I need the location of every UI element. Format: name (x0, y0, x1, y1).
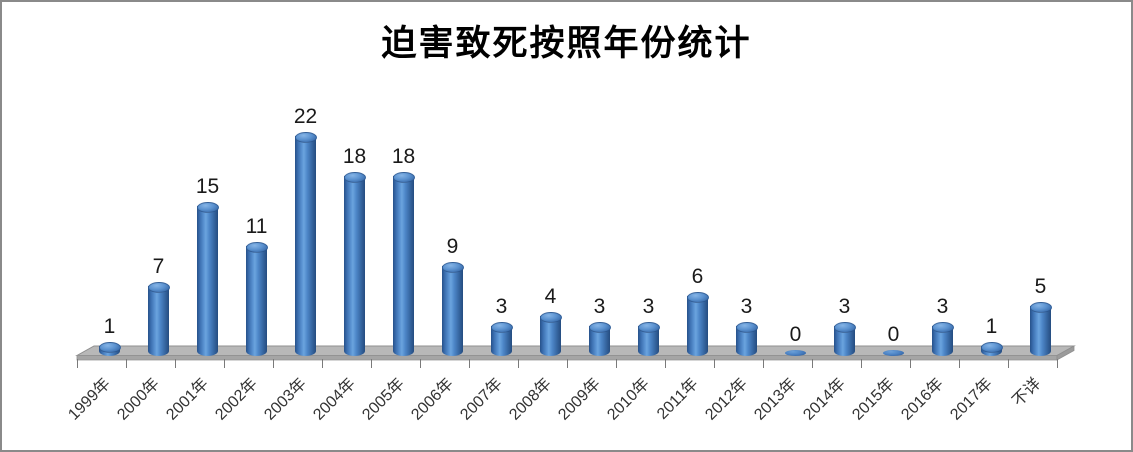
axis-tick (1057, 359, 1058, 368)
cylinder-bar (931, 321, 954, 356)
data-label: 3 (740, 295, 753, 318)
data-label: 7 (152, 255, 165, 278)
axis-tick (420, 359, 421, 368)
chart-title: 迫害致死按照年份统计 (381, 24, 752, 63)
axis-tick (469, 359, 470, 368)
data-label: 0 (789, 323, 802, 346)
cylinder-bar (392, 171, 415, 356)
axis-tick (812, 359, 813, 368)
cylinder-bar (833, 321, 856, 356)
cylinder-cap (686, 291, 709, 303)
cylinder-bar (441, 261, 464, 356)
data-label: 15 (195, 175, 220, 198)
cylinder-cap (98, 341, 121, 353)
cylinder-cap (392, 171, 415, 183)
cylinder-cap (637, 321, 660, 333)
data-label: 18 (391, 145, 416, 168)
cylinder-cap (490, 321, 513, 333)
cylinder-bar (735, 321, 758, 356)
axis-tick (322, 359, 323, 368)
cylinder-bar (294, 131, 317, 356)
data-label: 3 (936, 295, 949, 318)
axis-tick (959, 359, 960, 368)
cylinder-bar (980, 341, 1003, 356)
cylinder-bar (196, 201, 219, 356)
data-label: 4 (544, 285, 557, 308)
axis-tick (273, 359, 274, 368)
cylinder-cap (343, 171, 366, 183)
cylinder-cap (735, 321, 758, 333)
cylinder-cap (441, 261, 464, 273)
axis-tick (763, 359, 764, 368)
axis-tick (910, 359, 911, 368)
cylinder-cap (539, 311, 562, 323)
axis-tick (126, 359, 127, 368)
data-label: 3 (495, 295, 508, 318)
cylinder-cap (833, 321, 856, 333)
cylinder-cap (1029, 301, 1052, 313)
cylinder-cap (931, 321, 954, 333)
axis-tick (665, 359, 666, 368)
data-label: 18 (342, 145, 367, 168)
cylinder-bar (245, 241, 268, 356)
cylinder-bar (588, 321, 611, 356)
axis-tick (567, 359, 568, 368)
data-label: 3 (838, 295, 851, 318)
axis-tick (1008, 359, 1009, 368)
cylinder-bar (98, 341, 121, 356)
data-label: 3 (593, 295, 606, 318)
cylinder-cap (588, 321, 611, 333)
cylinder-bar (637, 321, 660, 356)
data-label: 5 (1034, 275, 1047, 298)
cylinder-cap (196, 201, 219, 213)
zero-value-disc (785, 350, 806, 356)
axis-tick (175, 359, 176, 368)
floor-top-face (75, 345, 1076, 356)
cylinder-bar (147, 281, 170, 356)
cylinder-bar (490, 321, 513, 356)
data-label: 11 (245, 215, 268, 238)
data-label: 22 (293, 105, 318, 128)
data-label: 1 (103, 315, 116, 338)
axis-tick (616, 359, 617, 368)
axis-tick (861, 359, 862, 368)
data-label: 9 (446, 235, 459, 258)
data-label: 1 (985, 315, 998, 338)
cylinder-bar (1029, 301, 1052, 356)
data-label: 3 (642, 295, 655, 318)
zero-value-disc (883, 350, 904, 356)
cylinder-cap (147, 281, 170, 293)
cylinder-cap (294, 131, 317, 143)
cylinder-bar (539, 311, 562, 356)
axis-tick (371, 359, 372, 368)
data-label: 0 (887, 323, 900, 346)
cylinder-bar (343, 171, 366, 356)
axis-tick (714, 359, 715, 368)
cylinder-bar (686, 291, 709, 356)
floor-side-face (1056, 345, 1075, 361)
axis-tick (77, 359, 78, 368)
axis-tick (224, 359, 225, 368)
cylinder-cap (245, 241, 268, 253)
cylinder-cap (980, 341, 1003, 353)
data-label: 6 (691, 265, 704, 288)
axis-tick (518, 359, 519, 368)
